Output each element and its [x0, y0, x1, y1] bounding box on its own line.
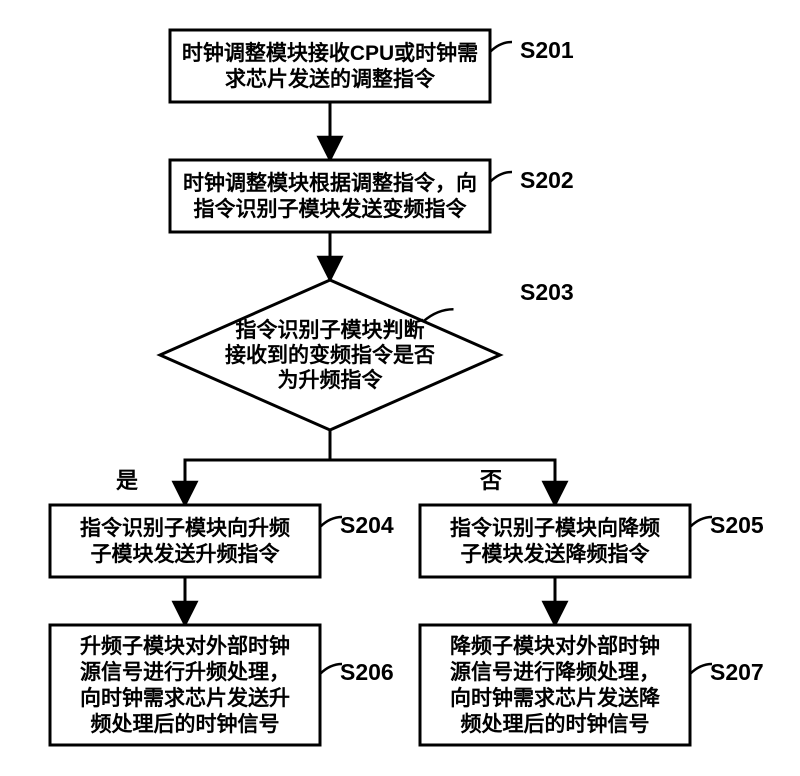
step-label-s206: S206 [340, 659, 394, 685]
node-text-s203-2: 为升频指令 [278, 368, 384, 392]
edge-label-s203-s205: 否 [479, 468, 502, 493]
node-s206: 升频子模块对外部时钟源信号进行升频处理，向时钟需求芯片发送升频处理后的时钟信号 S… [50, 625, 394, 745]
node-text-s206-1: 源信号进行升频处理， [80, 660, 290, 684]
edge-s203-s205 [330, 430, 555, 505]
step-label-s202: S202 [520, 167, 574, 193]
step-label-s201: S201 [520, 37, 574, 63]
node-s207: 降频子模块对外部时钟源信号进行降频处理，向时钟需求芯片发送降频处理后的时钟信号 S… [420, 625, 764, 745]
node-text-s207-1: 源信号进行降频处理， [450, 660, 660, 684]
step-label-s205: S205 [710, 512, 764, 538]
node-text-s205-1: 子模块发送降频指令 [461, 542, 651, 566]
node-text-s206-0: 升频子模块对外部时钟 [80, 634, 290, 658]
node-text-s203-0: 指令识别子模块判断 [236, 318, 425, 342]
node-text-s207-0: 降频子模块对外部时钟 [450, 634, 660, 658]
node-text-s204-0: 指令识别子模块向升频 [80, 516, 290, 540]
edge-s203-s204 [185, 430, 330, 505]
node-s202: 时钟调整模块根据调整指令，向指令识别子模块发送变频指令 S202 [170, 160, 574, 232]
node-text-s206-3: 频处理后的时钟信号 [91, 712, 280, 736]
node-s205: 指令识别子模块向降频子模块发送降频指令 S205 [420, 505, 764, 577]
step-label-s203: S203 [520, 279, 574, 305]
node-text-s205-0: 指令识别子模块向降频 [450, 516, 660, 540]
step-label-s207: S207 [710, 659, 764, 685]
node-text-s201-0: 时钟调整模块接收CPU或时钟需 [182, 41, 478, 65]
node-text-s201-1: 求芯片发送的调整指令 [225, 67, 436, 91]
node-text-s207-2: 向时钟需求芯片发送降 [450, 686, 661, 710]
node-s204: 指令识别子模块向升频子模块发送升频指令 S204 [50, 505, 394, 577]
node-text-s202-0: 时钟调整模块根据调整指令，向 [183, 171, 477, 195]
node-text-s207-3: 频处理后的时钟信号 [461, 712, 650, 736]
node-text-s206-2: 向时钟需求芯片发送升 [80, 686, 290, 710]
step-label-s204: S204 [340, 512, 394, 538]
node-text-s203-1: 接收到的变频指令是否 [225, 343, 435, 367]
node-text-s204-1: 子模块发送升频指令 [91, 542, 281, 566]
node-text-s202-1: 指令识别子模块发送变频指令 [194, 197, 468, 221]
node-s201: 时钟调整模块接收CPU或时钟需求芯片发送的调整指令 S201 [170, 30, 574, 102]
node-s203: 指令识别子模块判断接收到的变频指令是否为升频指令 S203 [160, 279, 574, 430]
edge-label-s203-s204: 是 [116, 468, 138, 493]
